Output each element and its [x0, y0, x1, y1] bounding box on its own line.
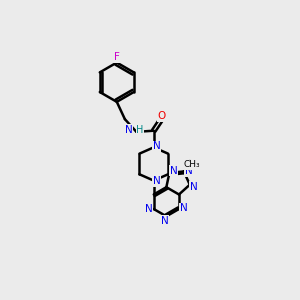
- Text: H: H: [136, 125, 144, 135]
- Text: F: F: [114, 52, 120, 62]
- Text: N: N: [160, 216, 168, 226]
- Text: N: N: [153, 176, 160, 186]
- Text: CH₃: CH₃: [184, 160, 200, 169]
- Text: N: N: [124, 124, 132, 135]
- Text: N: N: [145, 204, 152, 214]
- Text: N: N: [170, 166, 177, 176]
- Text: N: N: [153, 141, 160, 152]
- Text: N: N: [190, 182, 198, 192]
- Text: N: N: [184, 167, 192, 176]
- Text: O: O: [158, 111, 166, 121]
- Text: N: N: [180, 203, 188, 213]
